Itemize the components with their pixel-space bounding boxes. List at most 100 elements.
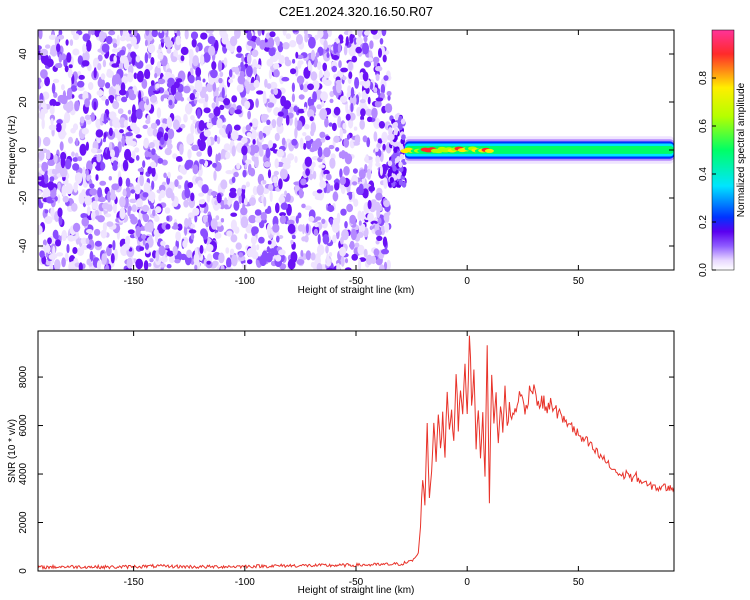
noise-cell	[97, 54, 103, 62]
noise-cell	[244, 100, 251, 110]
noise-cell	[383, 261, 388, 270]
noise-cell	[82, 50, 90, 63]
noise-cell	[327, 108, 332, 114]
noise-cell	[375, 162, 381, 167]
noise-cell	[155, 206, 162, 214]
noise-cell	[238, 252, 244, 258]
noise-cell	[387, 95, 391, 101]
noise-cell	[51, 253, 58, 259]
noise-cell	[119, 196, 126, 208]
noise-cell	[200, 228, 208, 237]
noise-cell	[210, 218, 218, 230]
transition-cell	[402, 166, 407, 173]
noise-cell	[327, 30, 332, 37]
noise-cell	[320, 137, 326, 143]
noise-cell	[331, 65, 337, 73]
noise-cell	[251, 243, 256, 250]
noise-cell	[284, 190, 288, 196]
noise-cell	[271, 119, 277, 129]
noise-cell	[330, 185, 334, 192]
noise-cell	[215, 215, 220, 221]
noise-cell	[151, 167, 156, 178]
noise-cell	[147, 43, 156, 54]
colorbar-tick-label: 0.4	[698, 167, 709, 181]
noise-cell	[94, 240, 102, 247]
x-tick-label: -150	[124, 276, 144, 287]
noise-cell	[375, 66, 383, 72]
noise-cell	[60, 156, 66, 169]
noise-cell	[158, 194, 162, 202]
noise-cell	[350, 87, 355, 99]
noise-cell	[205, 221, 209, 228]
noise-cell	[96, 90, 105, 96]
noise-cell	[165, 187, 173, 199]
noise-cell	[81, 217, 89, 227]
noise-cell	[304, 156, 312, 167]
noise-cell	[373, 248, 380, 256]
noise-cell	[211, 61, 217, 70]
noise-cell	[57, 194, 61, 204]
noise-cell	[216, 193, 222, 204]
noise-cell	[49, 98, 57, 107]
noise-cell	[144, 39, 148, 47]
noise-cell	[135, 134, 142, 139]
noise-cell	[45, 44, 51, 49]
noise-cell	[384, 103, 393, 113]
noise-cell	[38, 136, 41, 148]
noise-cell	[228, 78, 234, 84]
noise-cell	[125, 177, 131, 187]
noise-cell	[72, 222, 81, 233]
noise-cell	[266, 83, 272, 90]
noise-cell	[108, 176, 113, 181]
noise-cell	[206, 122, 213, 129]
noise-cell	[342, 76, 347, 81]
noise-cell	[277, 111, 284, 117]
noise-cell	[333, 106, 341, 116]
noise-cell	[300, 178, 307, 186]
transition-cell	[388, 127, 393, 134]
noise-cell	[246, 53, 252, 65]
noise-cell	[310, 71, 318, 81]
noise-cell	[81, 60, 90, 67]
noise-cell	[377, 217, 382, 225]
noise-cell	[249, 167, 256, 177]
noise-cell	[49, 51, 57, 56]
noise-cell	[355, 36, 363, 46]
noise-cell	[88, 82, 94, 90]
noise-cell	[378, 121, 385, 129]
noise-cell	[86, 229, 93, 234]
noise-cell	[340, 208, 347, 216]
noise-cell	[221, 148, 226, 157]
transition-cell	[392, 122, 397, 129]
noise-cell	[166, 215, 170, 222]
noise-cell	[150, 80, 155, 86]
noise-cell	[145, 248, 150, 254]
noise-cell	[56, 62, 63, 68]
noise-cell	[374, 100, 382, 108]
noise-cell	[333, 179, 340, 184]
noise-cell	[146, 114, 151, 123]
noise-cell	[177, 184, 182, 189]
noise-cell	[252, 139, 256, 145]
noise-cell	[318, 164, 326, 169]
noise-cell	[262, 180, 267, 185]
noise-cell	[369, 40, 374, 49]
noise-cell	[90, 30, 95, 36]
noise-cell	[139, 174, 144, 187]
spectrogram-ylabel: Frequency (Hz)	[7, 116, 18, 185]
noise-cell	[348, 71, 353, 79]
noise-cell	[159, 30, 163, 34]
noise-cell	[275, 202, 280, 214]
noise-cell	[373, 59, 378, 69]
noise-cell	[144, 68, 151, 80]
noise-cell	[313, 228, 319, 237]
noise-cell	[240, 216, 249, 229]
noise-cell	[373, 131, 378, 142]
noise-cell	[384, 222, 390, 233]
noise-cell	[165, 244, 170, 249]
noise-cell	[363, 248, 368, 258]
noise-cell	[323, 30, 328, 35]
noise-cell	[358, 169, 366, 180]
noise-cell	[380, 84, 386, 95]
noise-cell	[324, 79, 332, 87]
